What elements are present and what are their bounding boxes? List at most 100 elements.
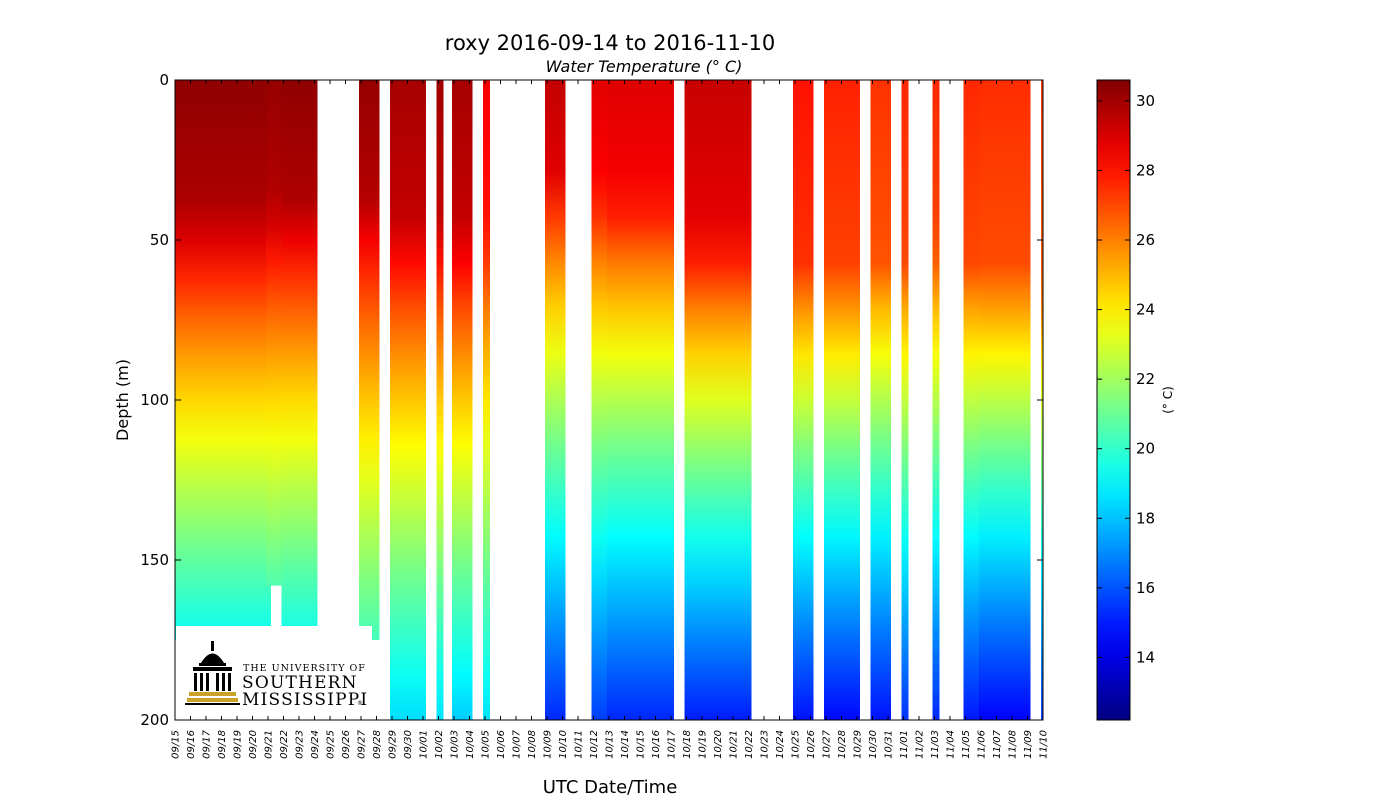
x-tick-label: 09/19 xyxy=(233,730,244,759)
x-tick-label: 11/05 xyxy=(961,730,972,759)
x-tick-label: 10/14 xyxy=(620,730,631,759)
chart-title: roxy 2016-09-14 to 2016-11-10 xyxy=(445,31,775,55)
x-tick-label: 10/15 xyxy=(636,730,647,759)
x-tick-label: 10/25 xyxy=(791,730,802,759)
x-tick-label: 09/17 xyxy=(202,729,213,758)
temperature-profile-block xyxy=(175,80,271,640)
x-tick-label: 09/18 xyxy=(217,730,228,759)
x-tick-label: 09/20 xyxy=(248,730,259,759)
temperature-profile-block xyxy=(591,80,612,720)
x-tick-label: 09/29 xyxy=(388,730,399,759)
x-tick-label: 09/25 xyxy=(326,730,337,759)
x-tick-label: 11/02 xyxy=(915,730,926,759)
x-tick-label: 09/27 xyxy=(357,729,368,758)
x-tick-label: 10/13 xyxy=(605,730,616,759)
x-axis-label: UTC Date/Time xyxy=(543,777,678,798)
temperature-profile-block xyxy=(545,80,566,720)
x-tick-label: 09/30 xyxy=(403,730,414,759)
temperature-profile-block xyxy=(684,80,752,720)
y-tick-label: 50 xyxy=(150,231,169,249)
colorbar-tick-label: 30 xyxy=(1136,92,1155,110)
x-tick-label: 10/16 xyxy=(651,730,662,759)
y-axis-label: Depth (m) xyxy=(113,359,132,441)
y-axis: 0 50 100 150 200 xyxy=(140,71,1043,729)
x-tick-label: 11/04 xyxy=(946,730,957,759)
x-tick-label: 11/06 xyxy=(977,730,988,759)
x-tick-label: 10/30 xyxy=(868,730,879,759)
x-tick-label: 10/01 xyxy=(419,730,430,759)
temperature-profile-block xyxy=(390,80,426,720)
x-tick-label: 09/23 xyxy=(295,730,306,759)
colorbar: 14 16 18 20 22 24 26 28 30 xyxy=(1096,79,1155,721)
x-tick-label: 10/12 xyxy=(589,730,600,759)
temperature-profile-block xyxy=(793,80,814,720)
colorbar-tick-label: 16 xyxy=(1136,579,1155,597)
y-tick-label: 150 xyxy=(140,551,169,569)
x-tick-label: 10/19 xyxy=(698,730,709,759)
temperature-profile-block xyxy=(870,80,891,720)
y-tick-label: 200 xyxy=(140,711,169,729)
logo-line-3: MISSISSIPPI xyxy=(242,690,368,710)
temperature-profile-block xyxy=(963,80,984,720)
x-tick-label: 11/10 xyxy=(1039,730,1050,759)
temperature-profile-block xyxy=(901,80,909,720)
x-tick-label: 10/05 xyxy=(481,730,492,759)
x-tick-label: 10/21 xyxy=(729,730,740,759)
x-tick-label: 10/23 xyxy=(760,730,771,759)
university-logo: THE UNIVERSITY OF SOUTHERN MISSISSIPPI ® xyxy=(176,626,372,719)
x-tick-label: 11/09 xyxy=(1023,730,1034,759)
temperature-profile-block xyxy=(824,80,860,720)
y-tick-label: 100 xyxy=(140,391,169,409)
colorbar-tick-label: 14 xyxy=(1136,648,1155,666)
x-tick-label: 10/27 xyxy=(822,729,833,758)
temperature-profile-block xyxy=(452,80,473,720)
x-tick-label: 11/01 xyxy=(899,730,910,759)
temperature-profile-block xyxy=(436,80,444,720)
x-tick-label: 10/02 xyxy=(434,730,445,759)
x-tick-label: 10/17 xyxy=(667,729,678,758)
x-tick-label: 10/24 xyxy=(775,730,786,759)
x-tick-label: 10/29 xyxy=(853,730,864,759)
x-tick-label: 09/28 xyxy=(372,730,383,759)
x-tick-label: 11/08 xyxy=(1008,730,1019,759)
colorbar-tick-label: 18 xyxy=(1136,509,1155,527)
x-tick-label: 11/07 xyxy=(992,729,1003,758)
logo-line-1: THE UNIVERSITY OF xyxy=(243,663,366,674)
colorbar-tick-label: 24 xyxy=(1136,301,1155,319)
x-tick-label: 10/04 xyxy=(465,730,476,759)
x-tick-label: 10/11 xyxy=(574,730,585,759)
x-tick-label: 10/22 xyxy=(744,730,755,759)
x-tick-label: 10/20 xyxy=(713,730,724,759)
colorbar-tick-label: 28 xyxy=(1136,161,1155,179)
x-tick-label: 09/15 xyxy=(171,730,182,759)
temperature-profile-block xyxy=(359,80,380,640)
x-tick-label: 10/28 xyxy=(837,730,848,759)
colorbar-tick-label: 20 xyxy=(1136,440,1155,458)
x-tick-label: 10/08 xyxy=(527,730,538,759)
dome-icon xyxy=(185,641,240,705)
x-tick-label: 10/07 xyxy=(512,729,523,758)
x-tick-label: 10/31 xyxy=(884,730,895,759)
y-tick-label: 0 xyxy=(159,71,169,89)
x-tick-label: 10/03 xyxy=(450,730,461,759)
x-tick-label: 09/21 xyxy=(264,730,275,759)
logo-registered-mark: ® xyxy=(357,700,363,707)
x-tick-label: 10/10 xyxy=(558,730,569,759)
colorbar-gradient xyxy=(1096,79,1131,721)
x-tick-label: 10/09 xyxy=(543,730,554,759)
temperature-profile-block xyxy=(266,80,287,586)
x-tick-label: 10/06 xyxy=(496,730,507,759)
chart-subtitle: Water Temperature (° C) xyxy=(546,57,743,76)
temperature-profile-block xyxy=(483,80,490,720)
x-tick-label: 09/26 xyxy=(341,730,352,759)
logo-line-2: SOUTHERN xyxy=(242,673,358,693)
x-tick-label: 11/03 xyxy=(930,730,941,759)
x-tick-label: 09/16 xyxy=(186,730,197,759)
temperature-profile-block xyxy=(979,80,1031,720)
x-tick-label: 09/24 xyxy=(310,730,321,759)
x-tick-label: 10/26 xyxy=(806,730,817,759)
temperature-profile-block xyxy=(932,80,940,720)
x-tick-label: 09/22 xyxy=(279,730,290,759)
colorbar-tick-label: 26 xyxy=(1136,231,1155,249)
